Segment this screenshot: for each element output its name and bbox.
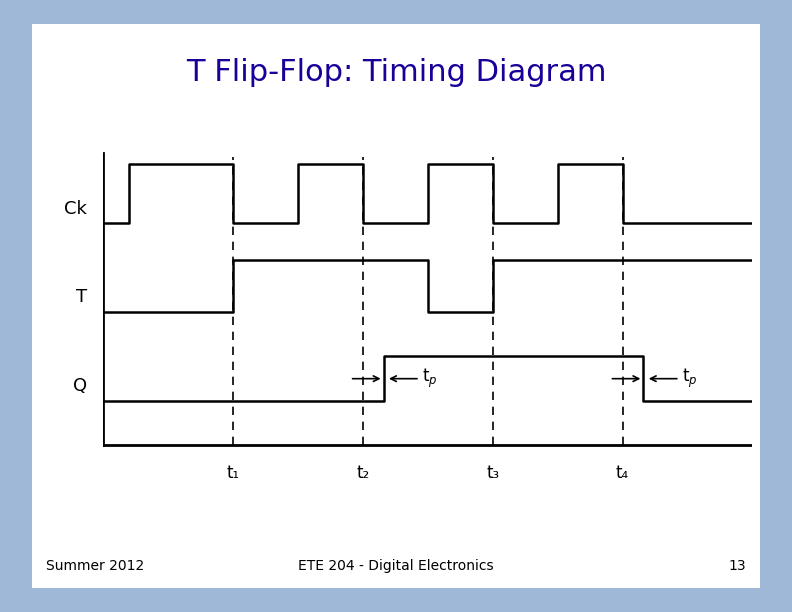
Text: ETE 204 - Digital Electronics: ETE 204 - Digital Electronics <box>298 559 494 573</box>
Text: t₂: t₂ <box>356 464 369 482</box>
Text: T: T <box>76 288 87 307</box>
Text: Ck: Ck <box>64 200 87 218</box>
Text: t$_p$: t$_p$ <box>682 367 698 390</box>
Text: t₃: t₃ <box>486 464 499 482</box>
Text: t₁: t₁ <box>227 464 239 482</box>
Text: t$_p$: t$_p$ <box>422 367 438 390</box>
Text: Summer 2012: Summer 2012 <box>46 559 144 573</box>
Text: T Flip-Flop: Timing Diagram: T Flip-Flop: Timing Diagram <box>186 58 606 88</box>
Text: t₄: t₄ <box>616 464 629 482</box>
Text: Q: Q <box>73 377 87 395</box>
Text: 13: 13 <box>728 559 746 573</box>
